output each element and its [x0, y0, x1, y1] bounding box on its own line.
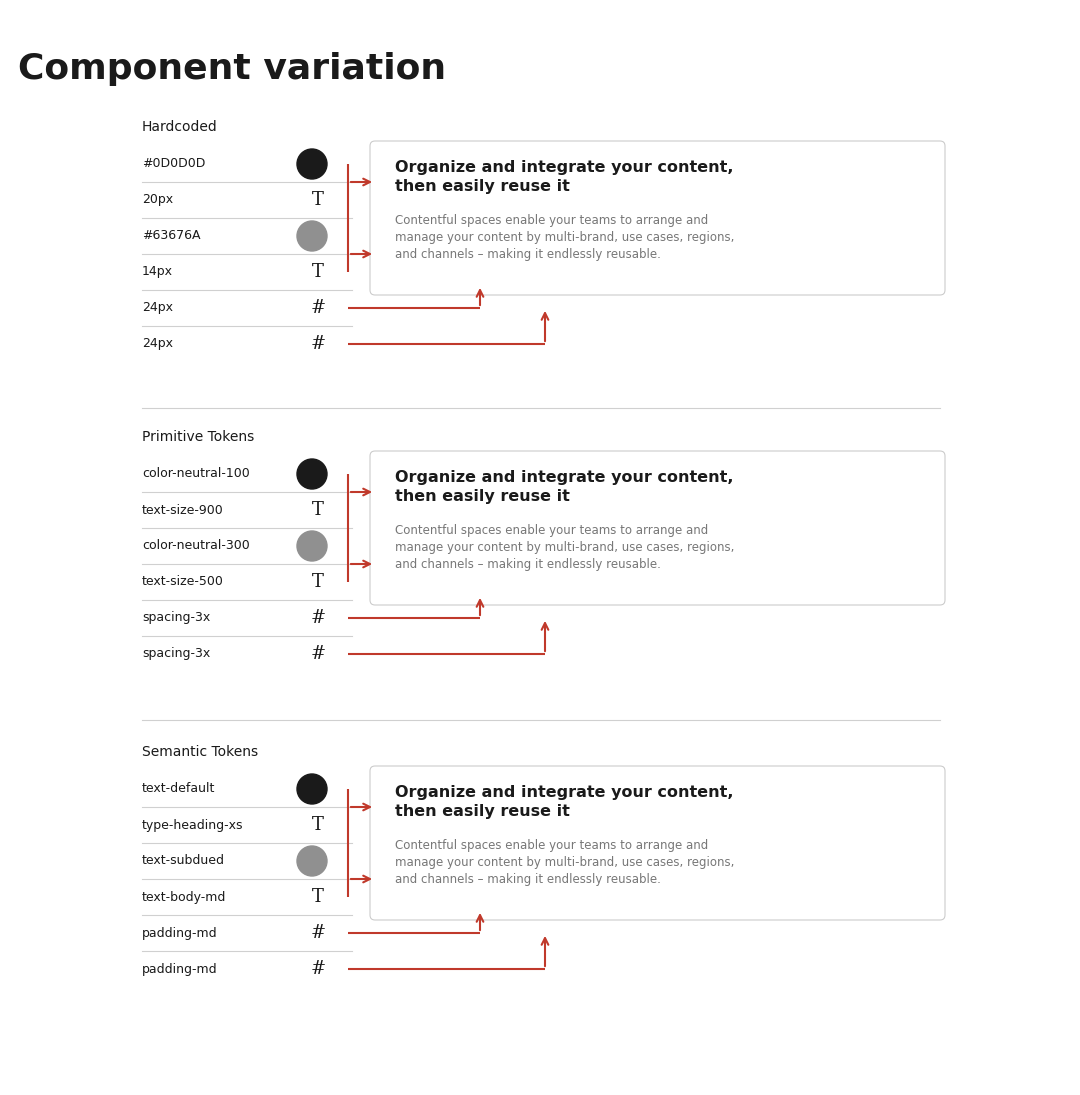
Text: type-heading-xs: type-heading-xs — [141, 818, 243, 831]
Text: Contentful spaces enable your teams to arrange and
manage your content by multi-: Contentful spaces enable your teams to a… — [395, 839, 734, 886]
Circle shape — [297, 459, 327, 489]
Text: #: # — [310, 609, 325, 627]
Text: #63676A: #63676A — [141, 230, 201, 242]
Text: text-body-md: text-body-md — [141, 890, 227, 903]
Circle shape — [297, 221, 327, 251]
Circle shape — [297, 846, 327, 876]
Circle shape — [297, 149, 327, 178]
Text: Contentful spaces enable your teams to arrange and
manage your content by multi-: Contentful spaces enable your teams to a… — [395, 214, 734, 261]
Text: spacing-3x: spacing-3x — [141, 611, 211, 624]
Text: Semantic Tokens: Semantic Tokens — [141, 745, 258, 759]
Text: T: T — [312, 191, 324, 209]
Text: T: T — [312, 155, 324, 173]
Text: Component variation: Component variation — [18, 51, 446, 87]
Text: text-default: text-default — [141, 783, 215, 795]
Text: #: # — [310, 924, 325, 942]
Circle shape — [297, 531, 327, 561]
Text: 14px: 14px — [141, 265, 173, 278]
Text: #: # — [310, 645, 325, 662]
Text: Organize and integrate your content,
then easily reuse it: Organize and integrate your content, the… — [395, 160, 733, 194]
Text: 24px: 24px — [141, 301, 173, 314]
Text: #: # — [310, 335, 325, 353]
Text: text-size-900: text-size-900 — [141, 504, 224, 517]
Text: Primitive Tokens: Primitive Tokens — [141, 430, 254, 443]
Text: 24px: 24px — [141, 337, 173, 350]
Text: color-neutral-100: color-neutral-100 — [141, 468, 249, 481]
Text: T: T — [312, 816, 324, 834]
Text: T: T — [312, 502, 324, 519]
FancyBboxPatch shape — [370, 141, 945, 295]
Text: T: T — [312, 263, 324, 281]
Text: #: # — [310, 960, 325, 978]
FancyBboxPatch shape — [370, 766, 945, 920]
Text: padding-md: padding-md — [141, 926, 218, 940]
FancyBboxPatch shape — [370, 451, 945, 606]
Text: Organize and integrate your content,
then easily reuse it: Organize and integrate your content, the… — [395, 785, 733, 819]
Text: T: T — [312, 780, 324, 798]
Text: #: # — [310, 299, 325, 316]
Text: T: T — [312, 465, 324, 483]
Text: Organize and integrate your content,
then easily reuse it: Organize and integrate your content, the… — [395, 470, 733, 504]
Circle shape — [297, 774, 327, 804]
Text: text-size-500: text-size-500 — [141, 576, 224, 588]
Text: T: T — [312, 888, 324, 906]
Text: Contentful spaces enable your teams to arrange and
manage your content by multi-: Contentful spaces enable your teams to a… — [395, 525, 734, 570]
Text: text-subdued: text-subdued — [141, 854, 225, 867]
Text: 20px: 20px — [141, 194, 173, 207]
Text: #0D0D0D: #0D0D0D — [141, 158, 205, 171]
Text: padding-md: padding-md — [141, 963, 218, 976]
Text: Hardcoded: Hardcoded — [141, 120, 218, 134]
Text: color-neutral-300: color-neutral-300 — [141, 540, 249, 553]
Text: spacing-3x: spacing-3x — [141, 647, 211, 660]
Text: T: T — [312, 573, 324, 591]
